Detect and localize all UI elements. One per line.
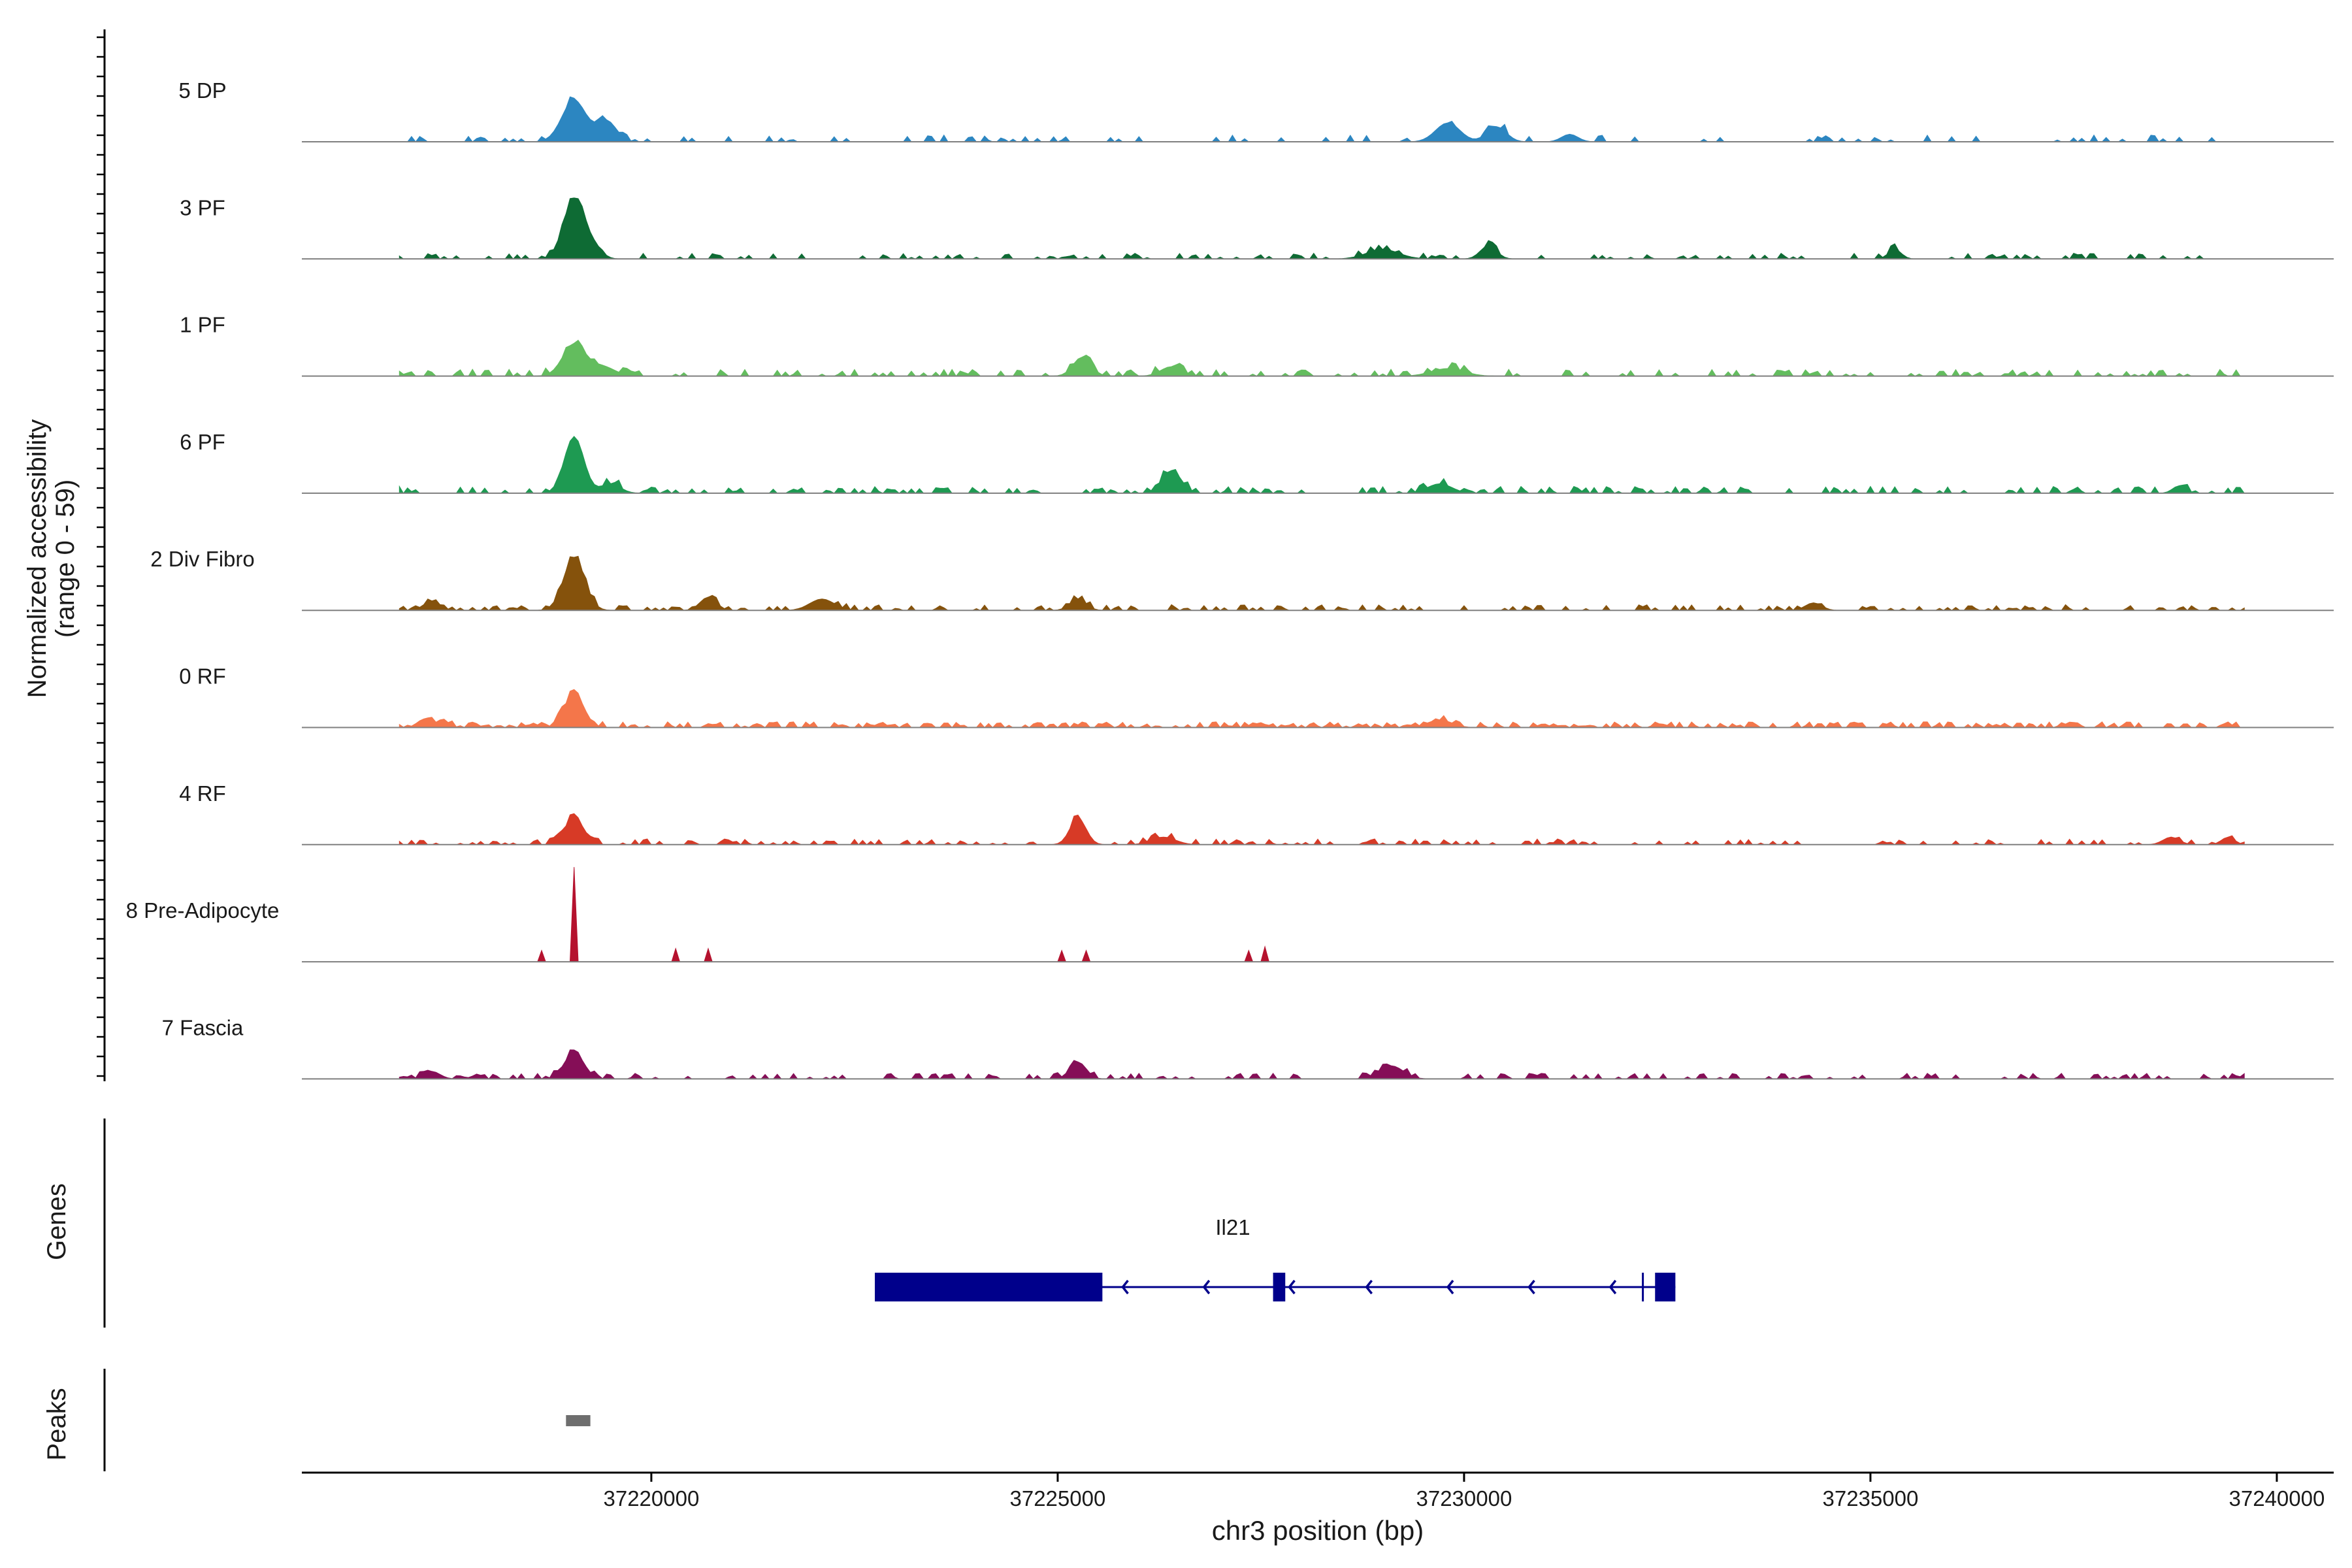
strand-arrow (1527, 1279, 1535, 1295)
x-tick-label: 37240000 (2229, 1486, 2325, 1511)
y-axis (97, 29, 106, 1081)
track-label: 1 PF (180, 313, 225, 337)
coverage-area (399, 96, 2245, 142)
track-label: 5 DP (178, 78, 226, 103)
x-axis-label: chr3 position (bp) (1212, 1515, 1424, 1546)
strand-arrow (1288, 1279, 1296, 1295)
x-tick-label: 37230000 (1416, 1486, 1512, 1511)
x-axis-ticks: 37220000 37225000 37230000 37235000 37240000 (604, 1473, 2325, 1511)
track-label: 0 RF (179, 664, 226, 689)
strand-arrow (1365, 1279, 1373, 1295)
strand-arrow (1609, 1279, 1617, 1295)
track-7-fascia: 7 Fascia (162, 1015, 2334, 1080)
coverage-area (399, 436, 2246, 494)
coverage-area (399, 867, 2245, 962)
gene-name: Il21 (1215, 1215, 1250, 1239)
peak-region (566, 1415, 591, 1426)
coverage-area (399, 689, 2245, 728)
coverage-area (399, 339, 2245, 377)
track-2-div-fibro: 2 Div Fibro (150, 547, 2334, 612)
y-axis-label-line1: Normalized accessibility (23, 419, 52, 698)
track-6-pf: 6 PF (180, 430, 2334, 494)
track-8-pre-adipocyte: 8 Pre-Adipocyte (126, 867, 2334, 963)
track-label: 8 Pre-Adipocyte (126, 898, 280, 923)
gene-exon (1273, 1273, 1286, 1301)
x-tick-label: 37225000 (1010, 1486, 1106, 1511)
peak-regions (566, 1415, 591, 1426)
strand-arrow (1121, 1279, 1129, 1295)
strand-arrow (1446, 1279, 1454, 1295)
track-label: 7 Fascia (162, 1015, 244, 1039)
track-5-dp: 5 DP (178, 78, 2334, 142)
y-axis-label-line2: (range 0 - 59) (51, 480, 80, 638)
gene-annotation: Il21 (875, 1215, 1676, 1301)
coverage-area (399, 813, 2245, 845)
x-tick-label: 37235000 (1823, 1486, 1919, 1511)
track-1-pf: 1 PF (180, 313, 2334, 377)
track-label: 6 PF (180, 430, 225, 454)
peaks-track-label: Peaks (42, 1388, 71, 1460)
track-label: 4 RF (179, 781, 226, 806)
gene-exon (875, 1273, 1103, 1301)
track-0-rf: 0 RF (179, 664, 2334, 728)
x-tick-label: 37220000 (604, 1486, 700, 1511)
coverage-area (399, 555, 2245, 611)
coverage-tracks: 5 DP 3 PF 1 PF 6 PF 2 Div Fibro 0 RF 4 RF 8 Pre… (126, 78, 2334, 1080)
coverage-area (399, 1049, 2245, 1080)
strand-arrow (1202, 1279, 1211, 1295)
track-3-pf: 3 PF (180, 195, 2334, 260)
track-4-rf: 4 RF (179, 781, 2334, 845)
track-label: 3 PF (180, 195, 225, 220)
gene-il21: Il21 (875, 1215, 1676, 1301)
gene-exon (1655, 1273, 1676, 1301)
coverage-area (399, 197, 2245, 260)
track-label: 2 Div Fibro (150, 547, 255, 571)
genes-track-label: Genes (42, 1183, 71, 1260)
